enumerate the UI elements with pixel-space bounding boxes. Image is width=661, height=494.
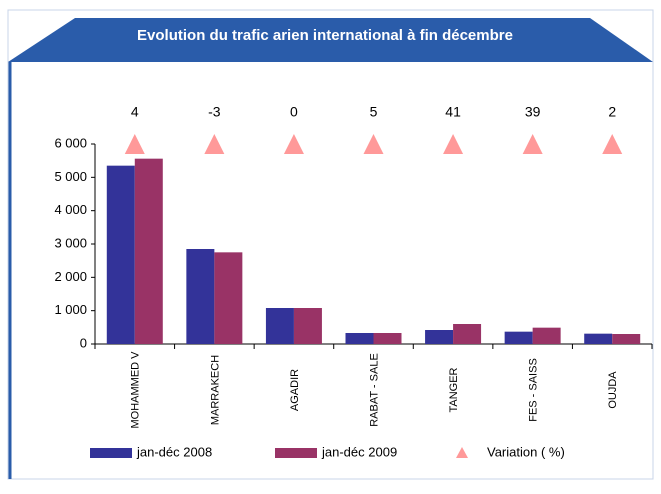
variation-label: 0 [290, 104, 298, 120]
variation-marker [443, 134, 464, 154]
bar [425, 330, 454, 344]
legend-label: jan-déc 2008 [136, 444, 212, 459]
variation-marker [363, 134, 384, 154]
bar [373, 333, 402, 344]
bar [504, 331, 533, 344]
x-tick-label: AGADIR [289, 369, 301, 411]
x-tick-label: TANGER [448, 367, 460, 412]
y-tick-label: 5 000 [54, 169, 87, 184]
y-tick-label: 1 000 [54, 302, 87, 317]
variation-marker [602, 134, 623, 154]
variation-label: 5 [370, 104, 378, 120]
x-tick-label: FES - SAISS [528, 358, 540, 422]
bar [214, 252, 243, 344]
variation-label: 39 [525, 104, 541, 120]
variation-label: 4 [131, 104, 139, 120]
variation-marker [124, 134, 145, 154]
y-tick-label: 0 [80, 335, 87, 350]
legend-label: Variation ( %) [487, 444, 565, 459]
variation-marker [283, 134, 304, 154]
variation-marker [204, 134, 225, 154]
y-tick-label: 2 000 [54, 269, 87, 284]
bar [134, 158, 163, 344]
title-banner [8, 18, 653, 62]
bar [293, 308, 322, 344]
bar [345, 333, 374, 344]
bar [265, 308, 294, 344]
legend-marker [456, 447, 468, 458]
frame [7, 9, 654, 480]
bar [612, 334, 641, 344]
x-tick-label: MARRAKECH [209, 355, 221, 425]
legend-swatch [275, 448, 317, 458]
chart-title: Evolution du trafic arien international … [137, 27, 513, 44]
variation-label: 41 [445, 104, 461, 120]
bar [106, 165, 135, 344]
legend-swatch [90, 448, 132, 458]
y-tick-label: 3 000 [54, 235, 87, 250]
legend-label: jan-déc 2009 [321, 444, 397, 459]
bar [453, 324, 482, 344]
variation-label: 2 [608, 104, 616, 120]
y-tick-label: 6 000 [54, 135, 87, 150]
bar [584, 333, 613, 344]
bar [186, 249, 215, 344]
variation-label: -3 [208, 104, 221, 120]
x-tick-label: OUJDA [607, 371, 619, 409]
variation-marker [522, 134, 543, 154]
y-tick-label: 4 000 [54, 202, 87, 217]
bar [532, 327, 561, 344]
x-tick-label: RABAT - SALE [368, 353, 380, 427]
x-tick-label: MOHAMMED V [130, 351, 142, 429]
